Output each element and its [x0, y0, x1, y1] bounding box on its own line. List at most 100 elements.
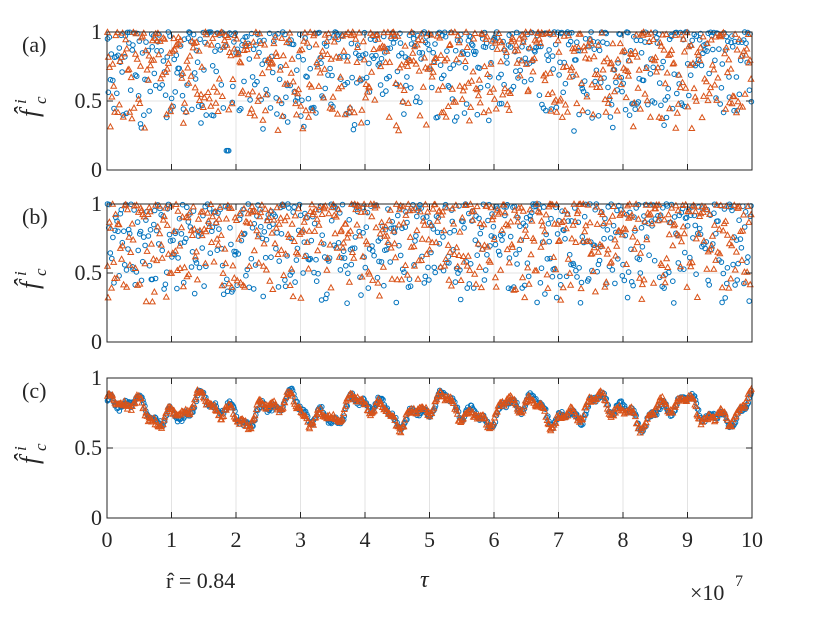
triangle-marker: [153, 36, 161, 44]
circle-marker: [640, 77, 647, 84]
triangle-marker: [394, 32, 402, 39]
triangle-marker: [483, 32, 491, 40]
circle-marker: [259, 61, 266, 67]
triangle-marker: [631, 412, 640, 420]
triangle-marker: [468, 207, 476, 215]
circle-marker: [135, 93, 142, 99]
circle-marker: [462, 65, 469, 71]
triangle-marker: [718, 283, 726, 291]
triangle-marker: [539, 221, 547, 229]
triangle-marker: [723, 68, 732, 76]
triangle-marker: [156, 229, 164, 237]
triangle-marker: [428, 72, 436, 80]
triangle-marker: [456, 227, 464, 235]
triangle-marker: [359, 37, 368, 45]
triangle-marker: [252, 405, 260, 413]
triangle-marker: [692, 234, 700, 242]
x-tick-label: 9: [682, 527, 693, 552]
triangle-marker: [702, 77, 711, 85]
triangle-marker: [458, 95, 466, 102]
triangle-marker: [178, 74, 186, 81]
triangle-marker: [420, 53, 429, 61]
circle-marker: [469, 42, 476, 49]
triangle-marker: [380, 43, 389, 50]
triangle-marker: [277, 214, 285, 221]
triangle-marker: [255, 258, 263, 266]
triangle-marker: [671, 31, 679, 38]
triangle-marker: [448, 204, 457, 212]
triangle-marker: [566, 269, 574, 276]
triangle-marker: [675, 231, 683, 239]
circle-marker: [474, 111, 481, 118]
circle-marker: [491, 234, 498, 241]
circle-marker: [635, 99, 642, 105]
triangle-marker: [561, 206, 569, 214]
circle-marker: [254, 78, 260, 85]
triangle-marker: [369, 276, 377, 283]
circle-marker: [152, 275, 159, 282]
triangle-marker: [128, 219, 136, 227]
circle-marker: [283, 94, 289, 101]
circle-marker: [403, 209, 409, 215]
triangle-marker: [194, 215, 203, 222]
triangle-marker: [426, 62, 434, 70]
triangle-marker: [187, 403, 196, 411]
triangle-marker: [661, 79, 669, 87]
triangle-marker: [159, 420, 167, 428]
triangle-marker: [184, 213, 192, 221]
triangle-marker: [342, 220, 350, 227]
triangle-marker: [454, 31, 462, 39]
triangle-marker: [622, 260, 631, 267]
triangle-marker: [370, 406, 378, 414]
circle-marker: [496, 252, 503, 258]
triangle-marker: [543, 270, 551, 278]
circle-marker: [495, 248, 502, 255]
circle-marker: [313, 278, 320, 285]
circle-marker: [313, 256, 319, 263]
circle-marker: [235, 251, 242, 257]
triangle-marker: [553, 108, 561, 115]
circle-marker: [486, 117, 492, 124]
triangle-marker: [467, 103, 475, 110]
triangle-marker: [439, 108, 448, 115]
triangle-marker: [730, 201, 738, 208]
panel-label: (b): [22, 204, 48, 229]
triangle-marker: [132, 29, 140, 37]
circle-marker: [413, 233, 419, 239]
triangle-marker: [248, 202, 256, 210]
circle-marker: [538, 265, 545, 272]
circle-marker: [692, 222, 699, 229]
triangle-marker: [211, 30, 219, 38]
circle-marker: [231, 39, 237, 45]
triangle-marker: [725, 284, 733, 291]
triangle-marker: [195, 47, 203, 54]
circle-marker: [135, 247, 141, 254]
triangle-marker: [304, 264, 313, 272]
triangle-marker: [332, 52, 340, 60]
circle-marker: [337, 210, 343, 216]
triangle-marker: [651, 406, 659, 414]
triangle-marker: [254, 97, 262, 104]
triangle-marker: [210, 83, 218, 90]
circle-marker: [276, 258, 283, 264]
triangle-marker: [578, 237, 587, 244]
triangle-marker: [691, 207, 700, 215]
triangle-marker: [747, 385, 755, 392]
triangle-marker: [493, 407, 501, 415]
triangle-marker: [745, 218, 753, 225]
circle-marker: [671, 71, 678, 77]
triangle-marker: [415, 66, 423, 74]
triangle-marker: [171, 45, 179, 53]
triangle-marker: [221, 259, 230, 267]
triangle-marker: [725, 55, 733, 63]
circle-marker: [466, 281, 473, 287]
triangle-marker: [678, 78, 687, 86]
circle-marker: [712, 57, 718, 64]
triangle-marker: [512, 400, 520, 408]
circle-marker: [618, 398, 625, 405]
triangle-marker: [589, 267, 597, 275]
triangle-marker: [114, 108, 122, 115]
triangle-marker: [409, 56, 418, 64]
triangle-marker: [609, 39, 617, 47]
circle-marker: [703, 239, 710, 245]
